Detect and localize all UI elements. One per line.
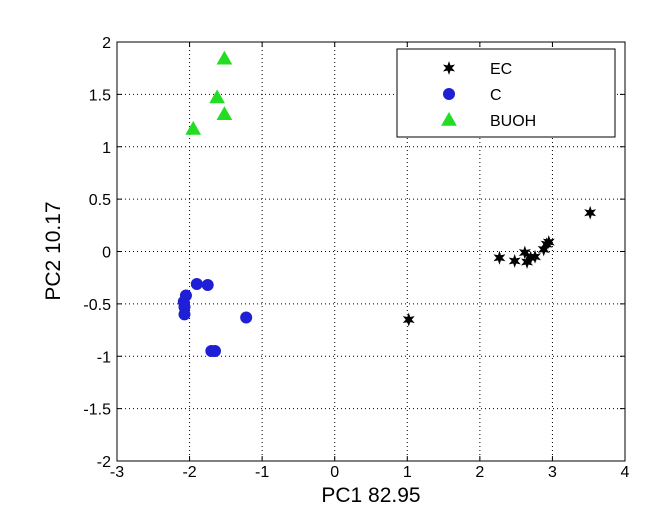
x-tick-label: 2 bbox=[475, 464, 484, 481]
x-tick-label: 1 bbox=[403, 464, 412, 481]
y-axis-label: PC2 10.17 bbox=[42, 201, 65, 300]
legend-label-buoh: BUOH bbox=[490, 113, 536, 130]
data-point-buoh bbox=[185, 120, 202, 135]
data-point-ec bbox=[493, 250, 506, 265]
x-tick-label: -3 bbox=[110, 464, 124, 481]
legend-markers bbox=[441, 61, 457, 126]
y-tick-label: -2 bbox=[97, 454, 111, 471]
y-tick-label: 2 bbox=[102, 35, 111, 52]
y-tick-label: 0.5 bbox=[89, 192, 111, 209]
data-point-c bbox=[208, 345, 221, 358]
x-axis-label: PC1 82.95 bbox=[321, 484, 420, 507]
legend-label-c: C bbox=[490, 87, 502, 104]
data-point-ec bbox=[402, 312, 415, 327]
data-point-c bbox=[201, 279, 214, 292]
y-tick-label: 1.5 bbox=[89, 87, 111, 104]
data-point-ec bbox=[584, 205, 597, 220]
data-point-buoh bbox=[216, 50, 233, 65]
x-tick-label: 0 bbox=[330, 464, 339, 481]
x-tick-label: 4 bbox=[621, 464, 630, 481]
x-tick-label: -2 bbox=[182, 464, 196, 481]
x-tick-label: -1 bbox=[255, 464, 269, 481]
data-point-c bbox=[240, 311, 253, 324]
data-point-c bbox=[178, 308, 191, 321]
legend-marker-ec bbox=[443, 61, 455, 75]
grid-lines bbox=[117, 42, 625, 461]
y-tick-label: -1 bbox=[97, 349, 111, 366]
legend-marker-buoh bbox=[441, 111, 457, 126]
legend-box bbox=[396, 48, 616, 138]
x-tick-label: 3 bbox=[548, 464, 557, 481]
y-tick-label: 1 bbox=[102, 140, 111, 157]
data-point-ec bbox=[518, 245, 531, 260]
data-point-c bbox=[190, 277, 203, 290]
legend-label-ec: EC bbox=[490, 61, 512, 78]
axis-ticks: -3 -2 -1 0 1 2 3 4-2-1.5-1-0.500.511.52 bbox=[83, 35, 629, 481]
data-point-ec bbox=[508, 254, 521, 268]
legend-marker-c bbox=[443, 88, 455, 100]
data-point-ec bbox=[542, 235, 555, 249]
data-points bbox=[177, 50, 597, 358]
data-point-buoh bbox=[209, 89, 226, 104]
data-point-ec bbox=[529, 249, 542, 264]
y-tick-label: -0.5 bbox=[83, 297, 111, 314]
y-tick-label: -1.5 bbox=[83, 402, 111, 419]
legend: EC C BUOH bbox=[396, 48, 616, 138]
data-point-buoh bbox=[216, 106, 233, 121]
y-tick-label: 0 bbox=[102, 245, 111, 262]
